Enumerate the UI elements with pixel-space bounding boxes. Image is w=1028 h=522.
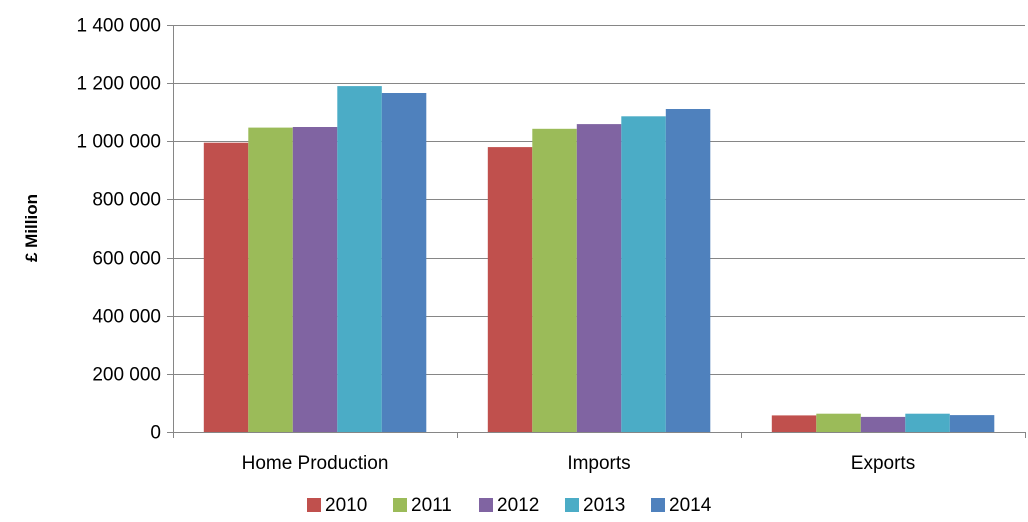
x-category-label: Exports [851, 453, 915, 474]
y-tick-label: 1 000 000 [76, 132, 161, 153]
legend-item: 2011 [393, 495, 452, 516]
legend-label: 2012 [497, 495, 539, 516]
bar [860, 416, 906, 432]
y-tick-label: 400 000 [92, 307, 161, 328]
legend-swatch [393, 498, 407, 512]
legend-item: 2014 [651, 495, 712, 516]
bar [532, 128, 577, 433]
bar [487, 147, 533, 432]
legend-item: 2012 [479, 495, 539, 516]
legend-label: 2013 [583, 495, 625, 516]
bar [949, 415, 995, 432]
y-tick-label: 0 [150, 423, 161, 444]
x-category-label: Home Production [242, 453, 389, 474]
bar [292, 127, 338, 432]
bar [771, 415, 817, 432]
legend-label: 2014 [669, 495, 712, 516]
legend-label: 2011 [411, 495, 452, 516]
y-tick-label: 600 000 [92, 249, 161, 270]
legend-label: 2010 [325, 495, 367, 516]
legend-item: 2013 [565, 495, 625, 516]
y-axis-title: £ Million [22, 194, 41, 262]
y-tick-label: 200 000 [92, 365, 161, 386]
legend-swatch [565, 498, 579, 512]
bar [816, 413, 861, 432]
bar [905, 413, 950, 432]
bars [203, 86, 995, 433]
bar [665, 109, 711, 432]
y-tick-label: 800 000 [92, 190, 161, 211]
axes [167, 25, 1026, 438]
legend-swatch [651, 498, 665, 512]
legend: 2010 2011 2012 2013 2014 [307, 495, 712, 516]
legend-item: 2010 [307, 495, 367, 516]
tick-labels: 0 200 000 400 000 600 000 800 000 1 000 000 1 … [76, 16, 915, 475]
bar [203, 142, 249, 432]
y-tick-label: 1 200 000 [76, 74, 161, 95]
bar [621, 116, 666, 433]
bar [381, 93, 427, 432]
legend-swatch [307, 498, 321, 512]
y-tick-label: 1 400 000 [76, 16, 161, 37]
bar [337, 86, 382, 432]
legend-swatch [479, 498, 493, 512]
bar [576, 124, 622, 432]
x-category-label: Imports [567, 453, 630, 474]
bar [248, 127, 293, 432]
